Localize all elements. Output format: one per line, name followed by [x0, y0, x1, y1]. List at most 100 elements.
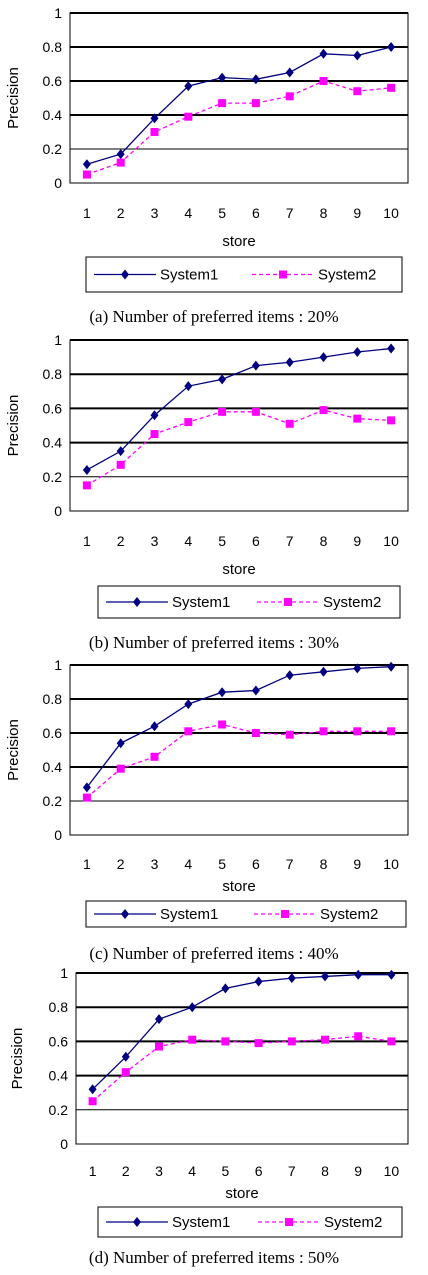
- data-point-system2: [121, 1068, 130, 1077]
- data-point-system2: [82, 170, 91, 179]
- legend-label-system1: System1: [172, 594, 230, 611]
- x-tick-label: 8: [320, 856, 328, 872]
- legend-label-system2: System2: [324, 1214, 382, 1231]
- y-tick-label: 1: [60, 965, 68, 981]
- x-tick-label: 6: [252, 856, 260, 872]
- data-point-system2: [287, 1037, 296, 1046]
- data-point-system1: [188, 1002, 197, 1013]
- legend-marker-system1: [121, 269, 129, 280]
- series-line-system2: [86, 80, 392, 176]
- x-tick-label: 3: [151, 533, 159, 549]
- data-point-system1: [116, 738, 125, 749]
- y-axis-label: Precision: [5, 719, 22, 781]
- data-point-system2: [387, 1037, 396, 1046]
- data-point-system1: [121, 1051, 130, 1062]
- x-tick-label: 2: [117, 205, 125, 221]
- data-point-system2: [88, 1097, 97, 1106]
- data-point-system1: [387, 42, 396, 52]
- x-axis-label: store: [222, 561, 255, 578]
- data-point-system2: [353, 87, 362, 96]
- series-line-system1: [86, 666, 392, 788]
- data-point-system2: [184, 418, 193, 427]
- y-tick-label: 0.6: [43, 400, 63, 416]
- x-tick-label: 4: [184, 533, 192, 549]
- x-tick-label: 5: [218, 533, 226, 549]
- data-point-system1: [254, 976, 263, 987]
- y-axis-label: Precision: [5, 395, 22, 457]
- data-point-system1: [184, 381, 193, 392]
- x-tick-label: 4: [188, 1163, 196, 1179]
- data-point-system2: [82, 793, 91, 802]
- data-point-system1: [116, 149, 125, 160]
- legend-marker-system2: [284, 598, 292, 606]
- data-point-system2: [319, 406, 328, 415]
- data-point-system1: [218, 687, 227, 698]
- series-line-system1: [92, 974, 392, 1090]
- y-axis-label: Precision: [9, 1028, 26, 1090]
- x-tick-label: 2: [122, 1163, 130, 1179]
- plot-area: [69, 12, 409, 184]
- data-point-system2: [353, 727, 362, 736]
- data-point-system1: [82, 464, 91, 475]
- data-point-system1: [353, 346, 362, 357]
- data-point-system2: [150, 430, 159, 439]
- y-tick-label: 0.6: [49, 1033, 69, 1049]
- x-tick-label: 3: [155, 1163, 163, 1179]
- plot-area: [69, 664, 409, 836]
- x-tick-label: 5: [218, 856, 226, 872]
- data-point-system2: [319, 727, 328, 736]
- y-tick-label: 1: [54, 5, 62, 21]
- y-tick-label: 0.4: [43, 107, 63, 123]
- y-tick-label: 0.8: [43, 39, 63, 55]
- data-point-system1: [387, 969, 396, 980]
- data-point-system2: [387, 727, 396, 736]
- x-tick-label: 7: [286, 205, 294, 221]
- data-point-system1: [184, 699, 193, 710]
- data-point-system1: [319, 666, 328, 677]
- data-point-system2: [251, 729, 260, 737]
- x-tick-label: 2: [117, 856, 125, 872]
- x-tick-label: 6: [255, 1163, 263, 1179]
- data-point-system1: [319, 48, 328, 59]
- data-point-system2: [218, 99, 227, 108]
- x-tick-label: 8: [320, 205, 328, 221]
- y-tick-label: 0: [54, 827, 62, 843]
- y-tick-label: 0.2: [43, 469, 63, 485]
- y-tick-label: 0.4: [43, 435, 63, 451]
- data-point-system1: [150, 410, 159, 421]
- legend-label-system1: System1: [160, 906, 218, 923]
- x-tick-label: 7: [286, 533, 294, 549]
- y-tick-label: 0.8: [49, 999, 69, 1015]
- data-point-system1: [285, 67, 294, 78]
- x-tick-label: 8: [321, 1163, 329, 1179]
- data-point-system1: [251, 360, 260, 371]
- data-point-system2: [387, 83, 396, 92]
- legend-marker-system2: [281, 910, 289, 918]
- chart-panel-c: 0 0.2 0.4 0.6 0.8 1 1 2 3 4 5 6 7 8 9 10 store Precision S…: [5, 657, 409, 963]
- data-point-system1: [354, 969, 363, 980]
- data-point-system1: [387, 343, 396, 354]
- data-point-system1: [184, 81, 193, 92]
- x-tick-label: 4: [184, 856, 192, 872]
- data-point-system2: [353, 414, 362, 423]
- y-tick-label: 0: [60, 1136, 68, 1152]
- y-tick-label: 1: [54, 657, 62, 673]
- x-tick-label: 5: [218, 205, 226, 221]
- data-point-system1: [251, 685, 260, 696]
- data-point-system2: [150, 752, 159, 761]
- data-point-system1: [82, 159, 91, 170]
- data-point-system1: [387, 661, 396, 672]
- data-point-system1: [321, 971, 329, 982]
- legend-marker-system2: [285, 1218, 293, 1226]
- data-point-system1: [82, 782, 91, 793]
- data-point-system1: [221, 983, 230, 994]
- legend-marker-system1: [133, 1217, 141, 1227]
- y-tick-label: 0.8: [43, 366, 63, 382]
- chart-panel-b: 0 0.2 0.4 0.6 0.8 1 1 2 3 4 5 6 7 8 9 10 store Precision S…: [5, 332, 409, 652]
- data-point-system2: [82, 481, 91, 490]
- data-point-system2: [387, 416, 396, 425]
- y-tick-label: 0.2: [43, 141, 63, 157]
- data-point-system2: [188, 1035, 197, 1044]
- x-tick-label: 9: [353, 856, 361, 872]
